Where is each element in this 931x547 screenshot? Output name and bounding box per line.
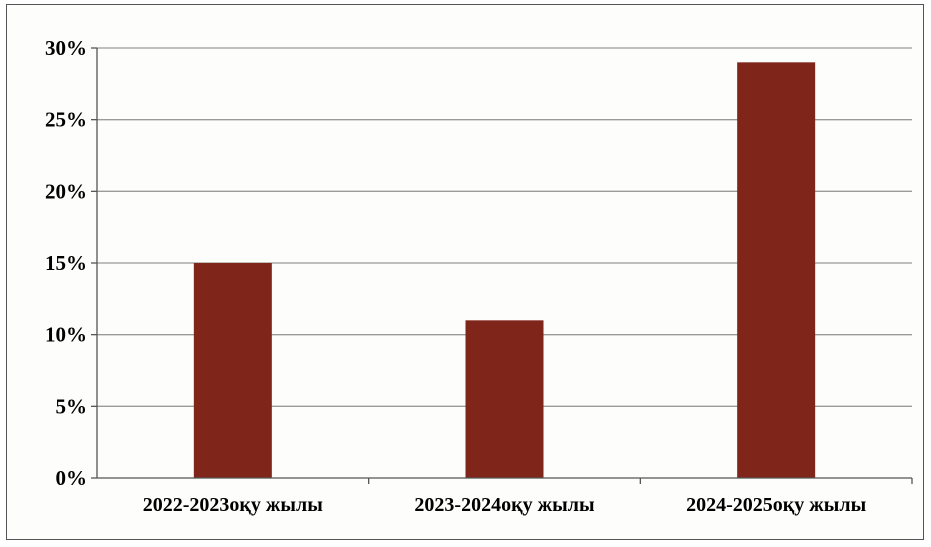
bar — [193, 263, 272, 478]
y-tick-label: 10% — [45, 323, 87, 347]
y-tick-label: 0% — [56, 466, 88, 490]
y-tick-label: 15% — [45, 251, 87, 275]
x-tick-label: 2023-2024оқу жылы — [414, 494, 595, 516]
bar — [465, 320, 544, 478]
bars — [193, 62, 816, 478]
bar — [737, 62, 816, 478]
y-tick-labels: 0% 5% 10% 15% 20% 25% 30% — [45, 36, 87, 490]
x-tick-labels: 2022-2023оқу жылы 2023-2024оқу жылы 2024-2… — [143, 494, 867, 516]
axes — [96, 48, 912, 479]
x-tick-label: 2022-2023оқу жылы — [143, 494, 324, 516]
y-tick-label: 25% — [45, 108, 87, 132]
y-tick-label: 5% — [56, 394, 88, 418]
y-tick-label: 20% — [45, 179, 87, 203]
y-tick-label: 30% — [45, 36, 87, 60]
x-tick-label: 2024-2025оқу жылы — [686, 494, 867, 516]
